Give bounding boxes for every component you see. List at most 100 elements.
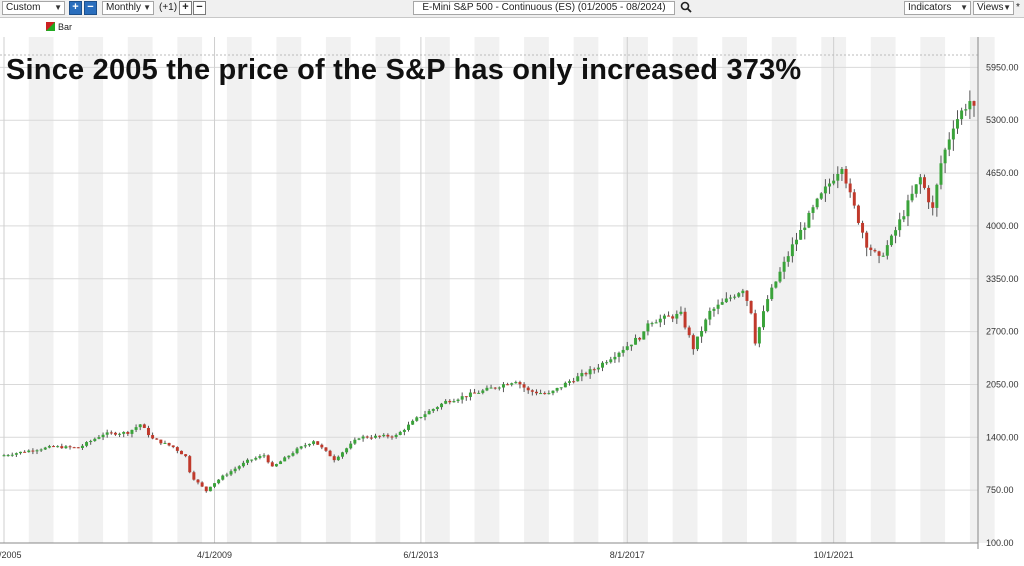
candle-body bbox=[943, 149, 947, 164]
candle-body bbox=[303, 445, 307, 447]
candle-body bbox=[386, 434, 390, 437]
candle-body bbox=[708, 310, 712, 320]
candle-body bbox=[501, 384, 505, 388]
candle-body bbox=[947, 139, 951, 150]
candle-body bbox=[906, 200, 910, 217]
candle-body bbox=[31, 450, 35, 452]
candle-body bbox=[299, 446, 303, 449]
candle-body bbox=[80, 445, 84, 449]
candle-body bbox=[956, 119, 959, 129]
candle-body bbox=[889, 235, 893, 246]
candle-body bbox=[105, 432, 109, 435]
minus-icon[interactable]: − bbox=[84, 1, 97, 15]
candle-body bbox=[2, 455, 6, 457]
plus-icon[interactable]: + bbox=[179, 1, 192, 15]
price-chart[interactable]: 100.00 750.00 1400.00 2050.00 2700.00 3350.00… bbox=[0, 17, 1024, 566]
candles bbox=[2, 90, 976, 493]
candle-body bbox=[340, 452, 344, 457]
chevron-down-icon: ▼ bbox=[1003, 3, 1011, 12]
candle-body bbox=[369, 437, 373, 439]
candle-body bbox=[592, 369, 596, 371]
candle-body bbox=[345, 448, 349, 453]
candle-body bbox=[287, 455, 291, 458]
candle-body bbox=[625, 346, 629, 350]
candle-body bbox=[506, 384, 510, 386]
candle-body bbox=[435, 407, 439, 409]
candle-body bbox=[782, 261, 786, 272]
chevron-down-icon: ▼ bbox=[143, 3, 151, 12]
period-select[interactable]: Monthly ▼ bbox=[102, 1, 154, 15]
candle-body bbox=[361, 436, 365, 439]
gridlines bbox=[0, 37, 978, 544]
candle-body bbox=[968, 101, 972, 110]
candle-body bbox=[27, 450, 31, 453]
candle-body bbox=[609, 359, 613, 363]
candle-body bbox=[427, 410, 431, 415]
candle-body bbox=[873, 250, 877, 252]
candle-body bbox=[518, 382, 522, 385]
candle-body bbox=[374, 435, 377, 438]
candle-body bbox=[23, 451, 27, 453]
candle-body bbox=[200, 482, 204, 487]
candle-body bbox=[266, 455, 270, 463]
indicators-button[interactable]: Indicators ▼ bbox=[904, 1, 971, 15]
candle-body bbox=[382, 434, 386, 437]
candle-body bbox=[894, 230, 898, 236]
candle-body bbox=[452, 401, 456, 403]
stripe bbox=[425, 37, 450, 543]
candle-body bbox=[559, 387, 563, 389]
candle-body bbox=[885, 245, 889, 256]
candle-body bbox=[56, 446, 60, 448]
candle-body bbox=[881, 255, 885, 257]
candle-body bbox=[795, 239, 798, 245]
y-tick-label: 1400.00 bbox=[986, 432, 1019, 442]
candle-body bbox=[196, 479, 200, 483]
candle-body bbox=[539, 393, 543, 395]
candle-body bbox=[852, 192, 856, 206]
candle-body bbox=[39, 449, 43, 451]
candle-body bbox=[844, 168, 848, 184]
candle-body bbox=[931, 202, 935, 208]
pin-label[interactable]: * bbox=[1016, 2, 1020, 13]
candle-body bbox=[745, 290, 749, 301]
chevron-down-icon: ▼ bbox=[54, 3, 62, 12]
y-tick-label: 750.00 bbox=[986, 485, 1014, 495]
candle-body bbox=[460, 396, 464, 400]
stripe bbox=[672, 37, 698, 543]
candle-body bbox=[324, 447, 328, 451]
stripe bbox=[28, 37, 54, 543]
candle-body bbox=[675, 313, 679, 319]
candle-body bbox=[510, 383, 514, 385]
candle-body bbox=[695, 336, 699, 350]
candle-body bbox=[35, 450, 39, 452]
views-button[interactable]: Views ▼ bbox=[973, 1, 1014, 15]
candle-body bbox=[328, 450, 332, 457]
candle-body bbox=[563, 382, 567, 388]
plus-icon[interactable]: + bbox=[69, 1, 82, 15]
candle-body bbox=[576, 376, 580, 382]
candle-body bbox=[109, 432, 113, 434]
candle-body bbox=[481, 390, 485, 393]
candle-body bbox=[774, 281, 778, 288]
candle-body bbox=[101, 434, 105, 438]
candle-body bbox=[448, 400, 452, 403]
candle-body bbox=[72, 447, 76, 449]
candle-body bbox=[262, 455, 266, 457]
candle-body bbox=[522, 384, 526, 388]
candle-body bbox=[654, 322, 658, 324]
candle-body bbox=[365, 436, 369, 438]
candle-body bbox=[741, 290, 745, 294]
magnifier-icon[interactable] bbox=[678, 1, 693, 15]
period-select-value: Monthly bbox=[106, 2, 142, 13]
candle-body bbox=[390, 436, 394, 438]
candle-body bbox=[778, 271, 782, 282]
candle-body bbox=[307, 443, 311, 446]
symbol-title: E-Mini S&P 500 - Continuous (ES) (01/200… bbox=[422, 2, 666, 13]
candle-body bbox=[605, 362, 609, 364]
symbol-title-field[interactable]: E-Mini S&P 500 - Continuous (ES) (01/200… bbox=[413, 1, 675, 15]
layout-select[interactable]: Custom ▼ bbox=[2, 1, 65, 15]
candle-body bbox=[213, 483, 216, 487]
stripe bbox=[375, 37, 401, 543]
minus-icon[interactable]: − bbox=[193, 1, 206, 15]
candle-body bbox=[848, 183, 852, 193]
